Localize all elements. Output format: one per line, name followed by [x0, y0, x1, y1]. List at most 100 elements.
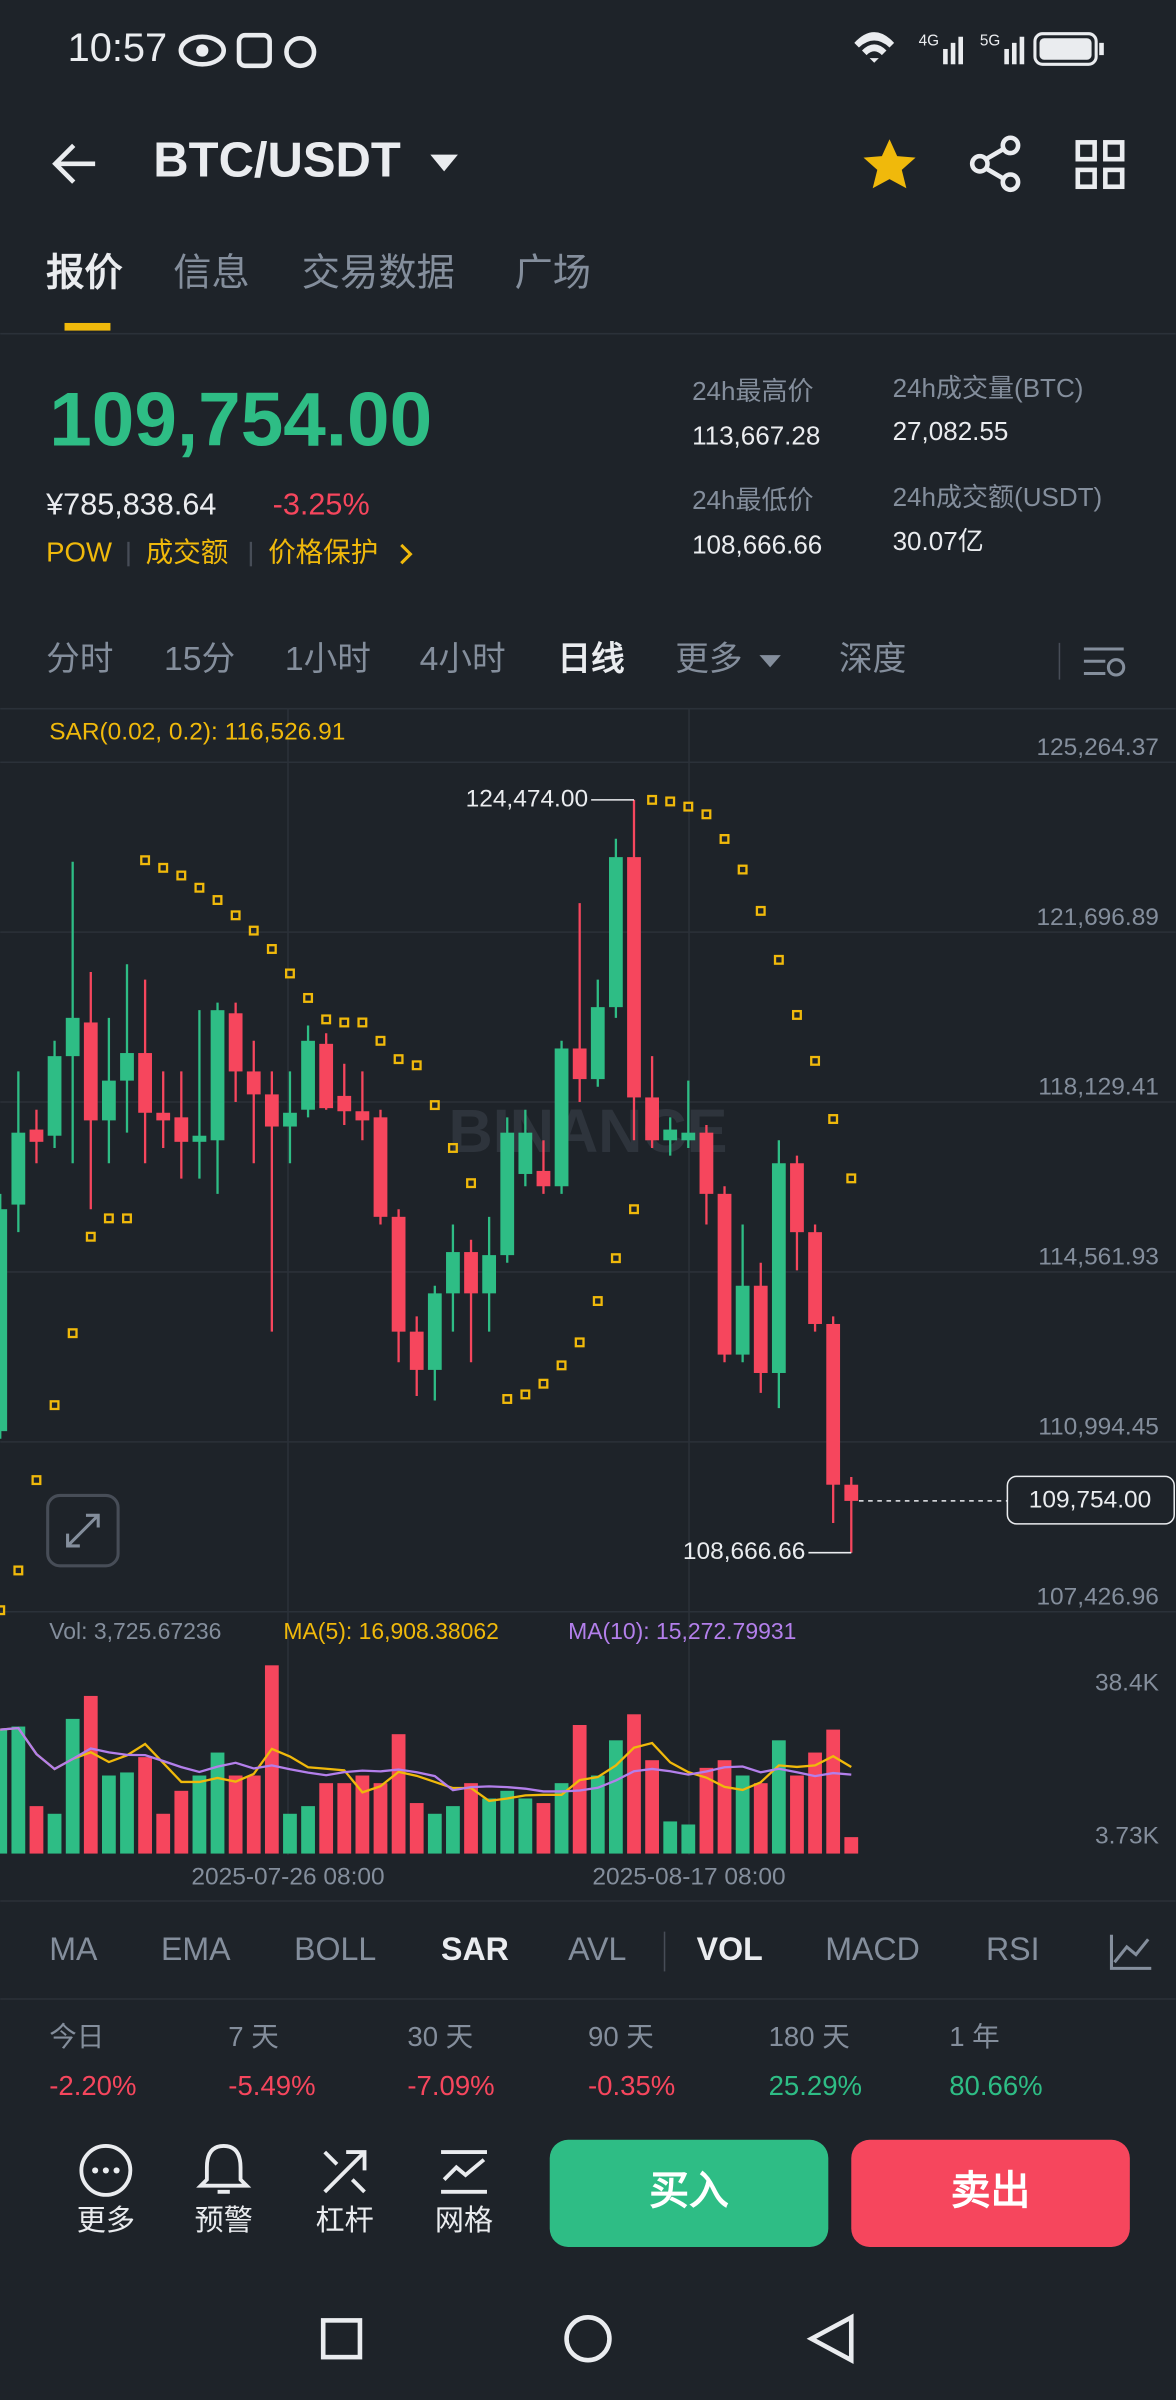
interval[interactable]: 分时: [46, 641, 113, 678]
tab-indicator: [64, 322, 111, 331]
tab[interactable]: 信息: [173, 252, 250, 295]
indicator[interactable]: EMA: [161, 1931, 231, 1967]
sar-dot: [339, 1017, 350, 1028]
interval[interactable]: 4小时: [420, 641, 506, 678]
indicator[interactable]: MACD: [825, 1931, 920, 1967]
candle-body: [373, 1117, 388, 1217]
interval[interactable]: 更多: [675, 640, 742, 678]
period-change: -5.49%: [228, 2070, 315, 2101]
volume-bar: [65, 1718, 80, 1854]
buy-button[interactable]: [549, 2139, 829, 2247]
candle-body: [808, 1232, 822, 1324]
more-dropdown[interactable]: [759, 655, 781, 668]
period-label: 1 年: [949, 2021, 1000, 2052]
sar-dot: [773, 954, 784, 965]
sell-button[interactable]: [851, 2139, 1130, 2247]
candle-body: [790, 1163, 804, 1233]
indicator[interactable]: AVL: [568, 1931, 626, 1967]
candle-body: [554, 1048, 569, 1187]
candle-body: [699, 1132, 714, 1194]
volume-bar: [681, 1824, 696, 1854]
sar-dot: [103, 1213, 114, 1224]
last-price-label: 109,754.00: [1029, 1486, 1151, 1513]
action-label[interactable]: 更多: [77, 2204, 135, 2237]
candle-body: [409, 1331, 424, 1370]
stat-value: 113,667.28: [692, 421, 820, 451]
tab[interactable]: 广场: [515, 252, 592, 295]
share-button[interactable]: [969, 135, 1021, 193]
chevron: [400, 543, 413, 565]
net: 5G: [980, 32, 1000, 49]
stat-label: 24h最高价: [692, 376, 813, 406]
nav-bar[interactable]: [320, 2313, 854, 2365]
tag[interactable]: POW: [46, 536, 112, 567]
grid-menu[interactable]: [1075, 140, 1125, 190]
volume-bar: [228, 1775, 243, 1854]
volume-bar: [0, 1729, 8, 1854]
more-dots: [92, 2167, 120, 2174]
buy-label: 买入: [649, 2169, 729, 2213]
chart-settings[interactable]: [1083, 647, 1126, 677]
interval[interactable]: 深度: [839, 640, 906, 678]
volume-bar: [572, 1725, 587, 1854]
sar-dot: [375, 1035, 386, 1046]
tab[interactable]: 交易数据: [302, 252, 455, 295]
interval[interactable]: 15分: [164, 641, 235, 678]
indicator[interactable]: BOLL: [294, 1931, 376, 1967]
separator: [127, 541, 130, 567]
stat-label: 24h成交额(USDT): [893, 482, 1103, 512]
sar-dot: [158, 862, 169, 873]
back-button[interactable]: [52, 143, 96, 184]
ma10-legend: MA(10): 15,272.79931: [568, 1618, 796, 1644]
interval[interactable]: 日线: [557, 640, 624, 678]
indicator[interactable]: MA: [49, 1931, 98, 1967]
sar-dot: [791, 1009, 802, 1020]
action-label[interactable]: 网格: [435, 2204, 493, 2237]
high-label: 124,474.00: [466, 785, 588, 812]
indicator[interactable]: RSI: [986, 1931, 1040, 1967]
volume-bar: [246, 1775, 261, 1854]
volume-bar: [554, 1783, 569, 1854]
stat-label: 24h最低价: [692, 485, 813, 515]
volume-bar: [156, 1813, 171, 1854]
volume-bar: [844, 1837, 859, 1854]
sar-dot: [248, 925, 259, 936]
candle-body: [391, 1216, 406, 1332]
indicator[interactable]: SAR: [441, 1931, 509, 1967]
sar-dot: [846, 1173, 857, 1184]
volume-bar: [391, 1734, 406, 1854]
volume-bar: [337, 1783, 352, 1854]
fullscreen-button[interactable]: [46, 1493, 120, 1568]
favorite-star[interactable]: [863, 139, 916, 189]
sar-dot: [755, 905, 766, 916]
candle-body: [446, 1252, 460, 1294]
vol-tick-label: 38.4K: [1095, 1670, 1160, 1697]
candle-body: [138, 1053, 152, 1113]
indicator[interactable]: VOL: [697, 1931, 763, 1967]
action-label[interactable]: 预警: [195, 2204, 253, 2237]
period-change: -2.20%: [49, 2070, 136, 2101]
pair-title[interactable]: BTC/USDT: [153, 134, 401, 188]
interval[interactable]: 1小时: [285, 641, 371, 678]
sar-dot: [230, 910, 241, 921]
vol-legend: Vol: 3,725.67236: [49, 1618, 221, 1644]
action-label[interactable]: 杠杆: [316, 2204, 374, 2237]
tag[interactable]: 成交额: [146, 536, 229, 567]
sar-dot: [466, 1178, 477, 1189]
action-icons: [79, 2144, 487, 2197]
sar-dot: [194, 882, 205, 893]
volume-bar: [808, 1752, 822, 1854]
sar-dot: [411, 1060, 422, 1071]
pair-dropdown[interactable]: [430, 154, 458, 172]
sar-dot: [321, 1014, 332, 1025]
sar-dot: [610, 1253, 621, 1264]
candle-body: [500, 1132, 515, 1256]
tab[interactable]: 报价: [46, 252, 123, 295]
sar-dot: [13, 1565, 24, 1576]
sar-dot: [810, 1055, 821, 1066]
indicator-settings[interactable]: [1109, 1934, 1152, 1970]
sar-dot: [629, 1204, 639, 1215]
candle-body: [210, 1010, 225, 1141]
tag[interactable]: 价格保护: [268, 536, 378, 567]
sar-dot: [574, 1337, 585, 1348]
